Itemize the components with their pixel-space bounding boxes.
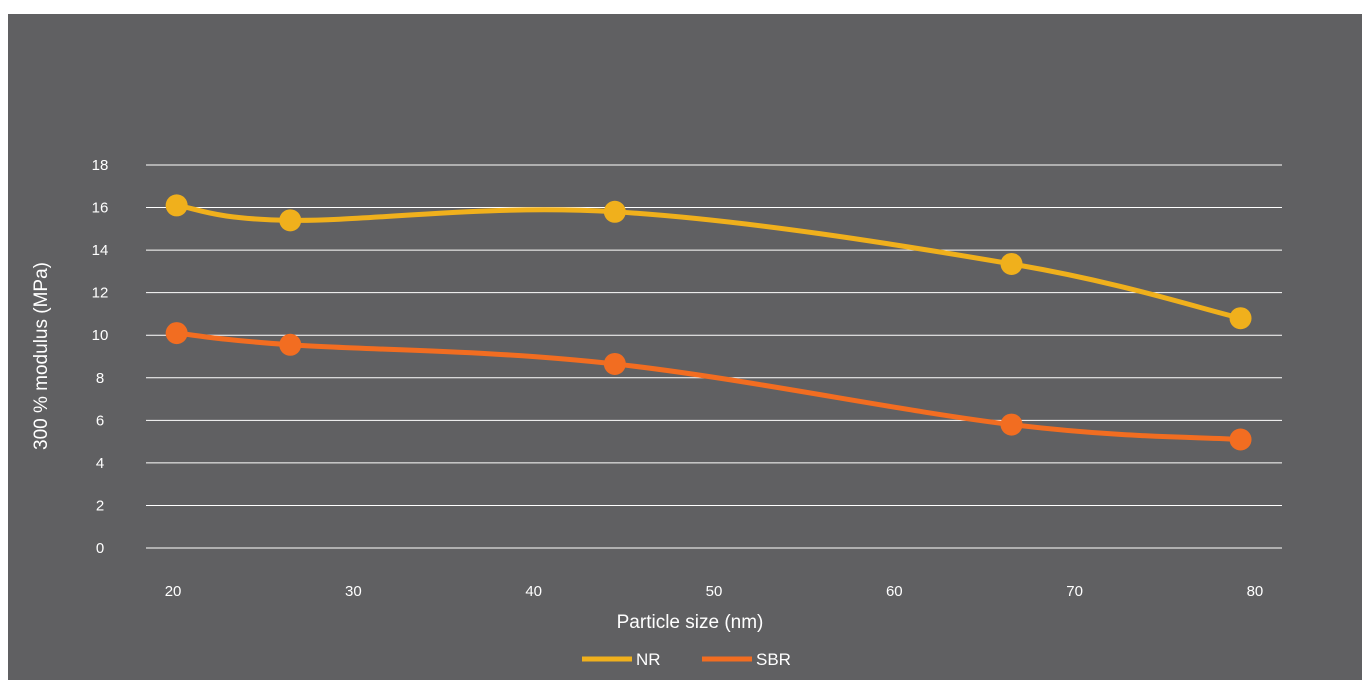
series-line-sbr xyxy=(174,330,1244,442)
series-layer xyxy=(165,194,1252,451)
y-tick-label: 0 xyxy=(96,540,104,557)
data-point-nr xyxy=(279,209,302,232)
data-point-sbr xyxy=(165,322,188,345)
data-point-nr xyxy=(1229,307,1252,330)
y-tick-label: 6 xyxy=(96,412,104,429)
series-sbr xyxy=(165,322,1252,451)
data-point-sbr xyxy=(279,333,302,356)
x-axis-title: Particle size (nm) xyxy=(617,612,764,633)
data-point-nr xyxy=(603,200,626,223)
data-point-nr xyxy=(1000,252,1023,275)
data-point-sbr xyxy=(603,352,626,375)
x-tick-label: 50 xyxy=(706,583,723,600)
legend-item-sbr: SBR xyxy=(702,650,791,669)
y-axis-ticks: 0 2 4 6 8 10 12 14 16 18 xyxy=(92,157,109,557)
x-axis-ticks: 20 30 40 50 60 70 80 xyxy=(165,583,1264,600)
x-tick-label: 30 xyxy=(345,583,362,600)
data-point-nr xyxy=(165,194,188,217)
series-nr xyxy=(165,194,1252,330)
y-tick-label: 16 xyxy=(92,200,109,217)
x-tick-label: 80 xyxy=(1247,583,1264,600)
y-tick-label: 10 xyxy=(92,327,109,344)
x-tick-label: 60 xyxy=(886,583,903,600)
x-tick-label: 70 xyxy=(1066,583,1083,600)
y-axis-title: 300 % modulus (MPa) xyxy=(31,262,52,450)
x-tick-label: 40 xyxy=(525,583,542,600)
y-tick-label: 12 xyxy=(92,285,109,302)
y-tick-label: 18 xyxy=(92,157,109,174)
legend-label: SBR xyxy=(756,650,791,669)
data-point-sbr xyxy=(1000,413,1023,436)
y-tick-label: 4 xyxy=(96,455,104,472)
series-line-nr xyxy=(174,202,1244,321)
y-tick-label: 8 xyxy=(96,370,104,387)
x-tick-label: 20 xyxy=(165,583,182,600)
y-tick-label: 2 xyxy=(96,497,104,514)
gridlines xyxy=(146,164,1282,549)
chart-panel xyxy=(8,14,1362,680)
data-point-sbr xyxy=(1229,428,1252,451)
y-tick-label: 14 xyxy=(92,242,109,259)
legend-item-nr: NR xyxy=(582,650,661,669)
legend-label: NR xyxy=(636,650,661,669)
legend: NR SBR xyxy=(582,650,791,669)
